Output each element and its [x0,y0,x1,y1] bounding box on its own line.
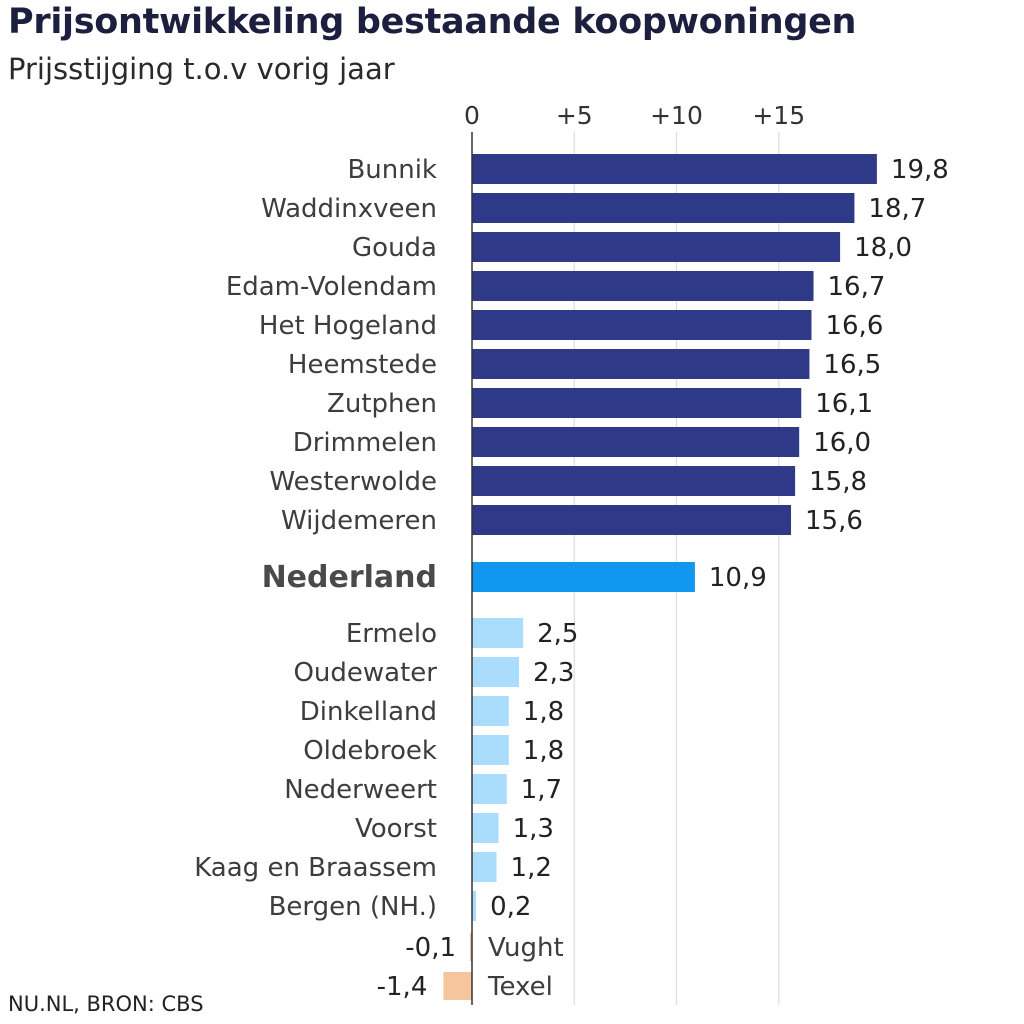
value-label: 2,5 [537,619,578,649]
bar-oldebroek [472,735,509,765]
chart-subtitle: Prijsstijging t.o.v vorig jaar [8,52,395,86]
category-label: Zutphen [327,389,437,419]
bar-nederland [472,562,695,592]
category-label: Bunnik [347,155,437,185]
category-label: Waddinxveen [261,194,437,224]
category-label: Westerwolde [269,467,437,497]
bar-het-hogeland [472,310,812,340]
value-label: 10,9 [709,563,767,593]
x-tick-label: 0 [464,101,480,130]
category-label: Drimmelen [293,428,437,458]
value-label: 1,2 [511,853,552,883]
bar-vught [469,933,472,961]
value-label: 15,6 [805,506,863,536]
value-label: 16,1 [815,389,873,419]
value-label: 1,3 [513,814,554,844]
value-label: -0,1 [405,933,456,963]
value-label: 1,8 [523,697,564,727]
x-tick-label: +5 [556,101,593,130]
category-label: Voorst [355,814,437,844]
category-label: Edam-Volendam [226,272,437,302]
value-label: 16,5 [823,350,881,380]
bar-zutphen [472,388,802,418]
value-label: 18,7 [868,194,926,224]
source-note: NU.NL, BRON: CBS [8,992,204,1016]
category-label: Het Hogeland [259,311,437,341]
bar-heemstede [472,349,810,379]
category-label: Dinkelland [300,697,437,727]
value-label: 2,3 [533,658,574,688]
bar-dinkelland [472,696,509,726]
category-label: Nederland [262,560,437,595]
value-label: -1,4 [377,972,428,1002]
category-label: Gouda [352,233,437,263]
bar-wijdemeren [472,505,792,535]
bar-bunnik [472,154,877,184]
bar-westerwolde [472,466,796,496]
x-axis-ticks: 0 +5 +10 +15 [464,101,805,130]
value-label: 16,6 [825,311,883,341]
bar-edam-volendam [472,271,814,301]
value-label: 0,2 [490,892,531,922]
category-label: Texel [487,972,553,1002]
x-tick-label: +10 [650,101,703,130]
bar-nederweert [472,774,507,804]
category-label: Wijdemeren [281,506,437,536]
value-label: 19,8 [891,155,949,185]
bar-texel [443,972,472,1000]
value-label: 15,8 [809,467,867,497]
bars [443,154,877,1000]
value-label: 1,8 [523,736,564,766]
category-label: Ermelo [346,619,437,649]
category-label: Oudewater [293,658,437,688]
bar-bergen-nh [472,891,477,921]
bar-voorst [472,813,499,843]
bar-kaag-en-braassem [472,852,497,882]
bar-drimmelen [472,427,800,457]
labels: Bunnik 19,8 Waddinxveen 18,7 Gouda 18,0 Edam-V… [194,155,949,1002]
category-label: Kaag en Braassem [194,853,437,883]
x-tick-label: +15 [752,101,805,130]
category-label: Oldebroek [303,736,437,766]
category-label: Vught [488,933,564,963]
category-label: Bergen (NH.) [269,892,437,922]
chart-title: Prijsontwikkeling bestaande koopwoningen [8,2,857,42]
value-label: 16,7 [828,272,886,302]
category-label: Nederweert [284,775,437,805]
value-label: 18,0 [854,233,912,263]
value-label: 16,0 [813,428,871,458]
bar-waddinxveen [472,193,855,223]
category-label: Heemstede [288,350,437,380]
bar-gouda [472,232,841,262]
bar-ermelo [472,618,524,648]
value-label: 1,7 [521,775,562,805]
bar-oudewater [472,657,520,687]
